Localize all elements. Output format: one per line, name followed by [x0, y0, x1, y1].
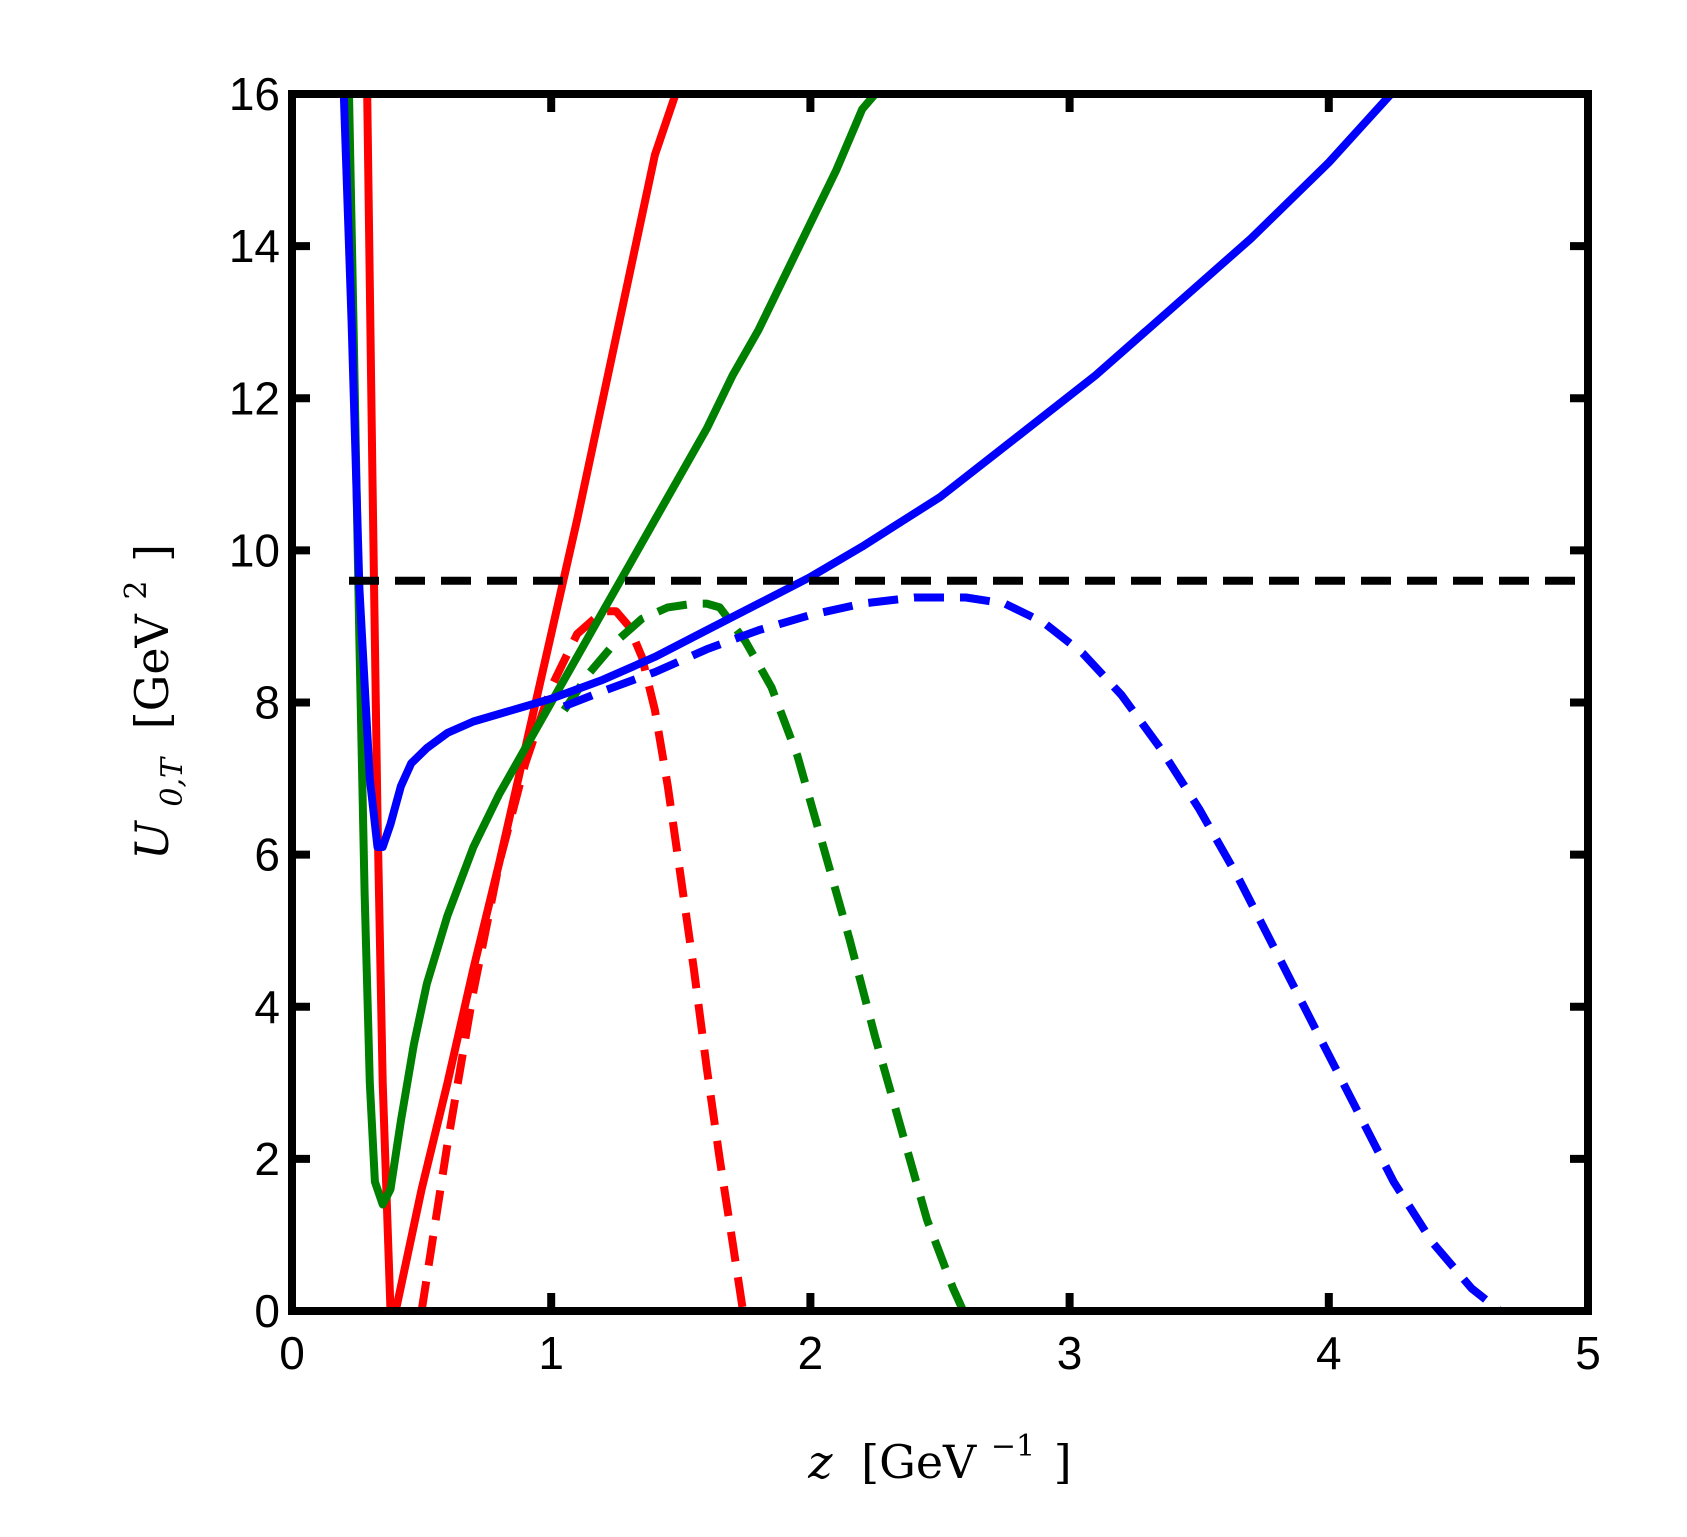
y-tick-label: 14: [229, 220, 280, 272]
x-axis-variable: z: [807, 1435, 833, 1489]
series-blue-solid-line: [339, 94, 1395, 851]
y-axis-unit-close: ]: [125, 544, 179, 562]
y-axis-unit-exponent: 2: [119, 581, 154, 600]
series-green-solid-line: [345, 94, 880, 1209]
series-green-dashed-line: [560, 599, 967, 1311]
y-tick-label: 8: [254, 677, 280, 729]
series-red-solid-line: [363, 94, 680, 1311]
y-tick-label: 16: [229, 68, 280, 120]
plot-frame: [288, 90, 1592, 1315]
x-tick-label: 0: [279, 1327, 305, 1379]
x-axis-title: z [GeV −1 ]: [807, 1413, 1071, 1489]
y-tick-label: 6: [254, 829, 280, 881]
x-tick-label: 5: [1575, 1327, 1601, 1379]
x-axis-unit-open: [GeV: [861, 1435, 977, 1489]
x-tick-label: 3: [1057, 1327, 1083, 1379]
y-tick-label: 10: [229, 524, 280, 576]
y-tick-label: 12: [229, 372, 280, 424]
plot-area-border: [288, 90, 1592, 1315]
tick-marks: [292, 94, 1588, 1311]
x-tick-label: 4: [1316, 1327, 1342, 1379]
x-tick-label: 1: [538, 1327, 564, 1379]
x-axis-unit-exponent: −1: [991, 1429, 1035, 1464]
y-tick-label: 0: [254, 1285, 280, 1337]
y-tick-label: 2: [254, 1133, 280, 1185]
x-tick-label: 2: [798, 1327, 824, 1379]
y-axis-title: U 0,T [GeV 2 ]: [103, 544, 193, 860]
y-axis-variable: U: [125, 819, 179, 860]
series-layer: [339, 94, 1588, 1311]
series-blue-dashed-line: [562, 593, 1503, 1311]
y-axis-subscript: 0,T: [155, 756, 190, 807]
x-axis-unit-close: ]: [1054, 1435, 1072, 1489]
y-axis-unit-open: [GeV: [125, 613, 179, 729]
series-red-dashed-line: [417, 607, 747, 1311]
y-tick-label: 4: [254, 981, 280, 1033]
